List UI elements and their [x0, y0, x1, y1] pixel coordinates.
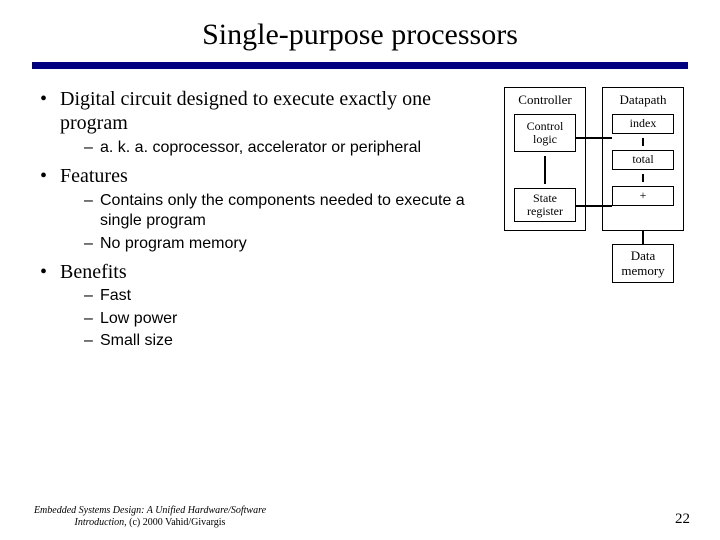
bullet-2: Features Contains only the components ne… — [40, 164, 486, 254]
connector-idx-total — [642, 138, 644, 146]
connector-h-top — [576, 137, 612, 139]
bullet-2-sub-1: Contains only the components needed to e… — [84, 191, 486, 232]
datapath-box: Datapath index total + — [602, 87, 684, 231]
state-register-box: State register — [514, 188, 576, 222]
bullet-list: Digital circuit designed to execute exac… — [30, 87, 486, 352]
bullet-1: Digital circuit designed to execute exac… — [40, 87, 486, 158]
diagram: Controller Control logic State register … — [498, 87, 690, 283]
bullet-1-sub-1: a. k. a. coprocessor, accelerator or per… — [84, 138, 486, 158]
bullet-3-sub-3: Small size — [84, 331, 486, 351]
diagram-boxes: Controller Control logic State register … — [504, 87, 684, 231]
controller-box: Controller Control logic State register — [504, 87, 586, 231]
footer-credit: Embedded Systems Design: A Unified Hardw… — [30, 505, 270, 528]
footer: Embedded Systems Design: A Unified Hardw… — [30, 505, 690, 528]
data-memory-box: Data memory — [612, 244, 674, 283]
page-number: 22 — [675, 511, 690, 528]
connector-ctrl-v — [544, 156, 546, 184]
bullet-3-sub-1: Fast — [84, 286, 486, 306]
plus-box: + — [612, 186, 674, 206]
footer-copyright: (c) 2000 Vahid/Givargis — [127, 517, 226, 528]
connector-total-plus — [642, 174, 644, 182]
slide-title: Single-purpose processors — [30, 18, 690, 52]
bullet-1-text: Digital circuit designed to execute exac… — [60, 88, 431, 134]
content-row: Digital circuit designed to execute exac… — [30, 87, 690, 358]
controller-title: Controller — [518, 92, 571, 108]
bullet-2-text: Features — [60, 165, 128, 187]
bullet-2-sub-2: No program memory — [84, 234, 486, 254]
bullet-2-sub: Contains only the components needed to e… — [60, 191, 486, 254]
connector-h-bottom — [576, 205, 612, 207]
connector-to-memory — [642, 230, 644, 244]
index-box: index — [612, 114, 674, 134]
title-rule — [32, 62, 688, 69]
text-column: Digital circuit designed to execute exac… — [30, 87, 486, 358]
total-box: total — [612, 150, 674, 170]
bullet-1-sub: a. k. a. coprocessor, accelerator or per… — [60, 138, 486, 158]
bullet-3-sub-2: Low power — [84, 309, 486, 329]
bullet-3-sub: Fast Low power Small size — [60, 286, 486, 351]
bullet-3: Benefits Fast Low power Small size — [40, 260, 486, 352]
datapath-title: Datapath — [620, 92, 667, 108]
bullet-3-text: Benefits — [60, 261, 127, 283]
slide: Single-purpose processors Digital circui… — [0, 0, 720, 540]
control-logic-box: Control logic — [514, 114, 576, 152]
